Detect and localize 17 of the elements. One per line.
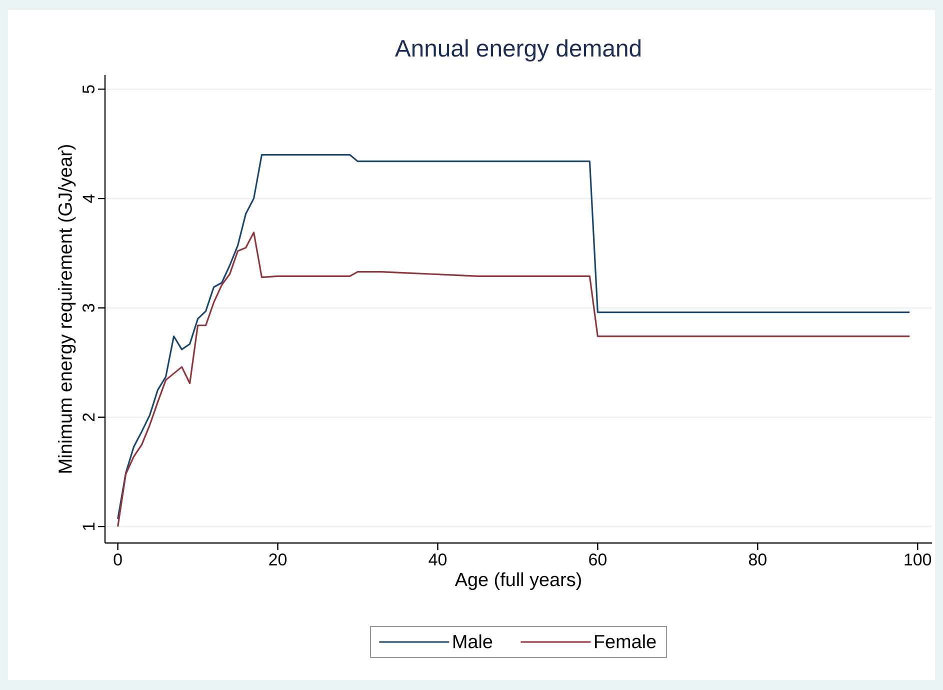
legend-label: Male — [453, 634, 492, 648]
y-tick-label: 5 — [82, 85, 94, 94]
x-tick-label: 0 — [114, 554, 122, 566]
y-tick-label: 2 — [82, 413, 94, 422]
x-tick-label: 20 — [269, 554, 287, 566]
y-axis-title: Minimum energy requirement (GJ/year) — [58, 145, 76, 473]
y-tick-label: 1 — [82, 522, 94, 530]
x-axis-title: Age (full years) — [454, 572, 581, 590]
legend-label: Female — [595, 634, 656, 648]
y-tick-label: 4 — [82, 194, 94, 203]
line-series — [117, 154, 910, 520]
x-tick-label: 80 — [748, 554, 766, 566]
x-tick-label: 100 — [904, 554, 932, 566]
chart-title: Annual energy demand — [394, 39, 641, 62]
x-tick-label: 40 — [428, 554, 446, 566]
y-tick-label: 3 — [82, 304, 94, 312]
x-tick-label: 60 — [589, 554, 606, 566]
